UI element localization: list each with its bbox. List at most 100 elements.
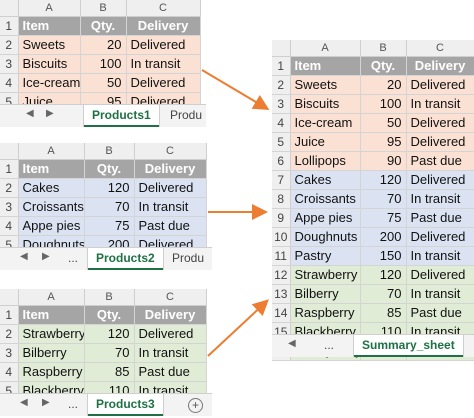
cell[interactable]: Delivered (134, 324, 207, 344)
column-header-b[interactable]: B (360, 40, 407, 57)
header-cell-qty[interactable]: Qty. (80, 16, 127, 36)
row-number[interactable]: 3 (0, 343, 19, 363)
cell[interactable]: 120 (84, 178, 135, 198)
cell[interactable]: 70 (84, 343, 135, 363)
row-number[interactable]: 3 (272, 94, 291, 114)
cell[interactable]: Cakes (290, 170, 361, 190)
cell[interactable]: 85 (360, 303, 407, 323)
cell[interactable]: Delivered (126, 73, 201, 93)
cell[interactable]: Past due (134, 216, 207, 236)
row-number[interactable]: 1 (0, 305, 19, 325)
cell[interactable]: 50 (80, 73, 127, 93)
more-tabs-ellipsis[interactable]: ... (68, 397, 79, 411)
scroll-left-icon[interactable]: ◀ (26, 108, 34, 119)
cell[interactable]: In transit (134, 197, 207, 217)
header-cell-item[interactable]: Item (18, 305, 85, 325)
cell[interactable]: In transit (406, 246, 474, 266)
header-cell-delivery[interactable]: Delivery (134, 305, 207, 325)
cell[interactable]: Cakes (18, 178, 85, 198)
cell[interactable]: Delivered (406, 113, 474, 133)
cell[interactable]: Sweets (290, 75, 361, 95)
row-number[interactable]: 4 (0, 216, 19, 236)
cell[interactable]: 90 (360, 151, 407, 171)
cell[interactable]: In transit (406, 284, 474, 304)
row-number[interactable]: 3 (0, 197, 19, 217)
cell[interactable]: Croissants (18, 197, 85, 217)
row-number[interactable]: 1 (272, 56, 291, 76)
cell[interactable]: 75 (360, 208, 407, 228)
scroll-right-icon[interactable]: ▶ (42, 397, 50, 408)
cell[interactable]: 120 (360, 265, 407, 285)
cell[interactable]: 70 (84, 197, 135, 217)
cell[interactable]: In transit (134, 343, 207, 363)
row-number[interactable]: 10 (272, 227, 291, 247)
cell[interactable]: Ice-cream (18, 73, 81, 93)
more-tabs-ellipsis[interactable]: ... (68, 251, 79, 265)
cell[interactable]: Raspberry (18, 362, 85, 382)
cell[interactable]: In transit (406, 94, 474, 114)
cell[interactable]: Delivered (406, 170, 474, 190)
tab-summary-sheet[interactable]: Summary_sheet (354, 335, 463, 357)
row-number[interactable]: 2 (272, 75, 291, 95)
select-all-corner[interactable] (272, 40, 291, 57)
cell[interactable]: Bilberry (18, 343, 85, 363)
row-number[interactable]: 6 (272, 151, 291, 171)
cell[interactable]: 120 (360, 170, 407, 190)
cell[interactable]: Ice-cream (290, 113, 361, 133)
cell[interactable]: Past due (134, 362, 207, 382)
header-cell-qty[interactable]: Qty. (84, 305, 135, 325)
column-header-c[interactable]: C (126, 0, 201, 17)
row-number[interactable]: 8 (272, 189, 291, 209)
cell[interactable]: 100 (360, 94, 407, 114)
cell[interactable]: Doughnuts (290, 227, 361, 247)
cell[interactable]: Biscuits (18, 54, 81, 74)
row-number[interactable]: 1 (0, 16, 19, 36)
cell[interactable]: Strawberry (290, 265, 361, 285)
scroll-left-icon[interactable]: ◀ (288, 338, 296, 349)
row-number[interactable]: 11 (272, 246, 291, 266)
cell[interactable]: Raspberry (290, 303, 361, 323)
column-header-b[interactable]: B (84, 289, 135, 306)
row-number[interactable]: 2 (0, 178, 19, 198)
row-number[interactable]: 4 (0, 362, 19, 382)
column-header-b[interactable]: B (80, 0, 127, 17)
cell[interactable]: Croissants (290, 189, 361, 209)
cell[interactable]: Past due (406, 303, 474, 323)
column-header-c[interactable]: C (134, 143, 207, 160)
cell[interactable]: Delivered (126, 35, 201, 55)
scroll-left-icon[interactable]: ◀ (20, 251, 28, 262)
header-cell-qty[interactable]: Qty. (360, 56, 407, 76)
column-header-a[interactable]: A (290, 40, 361, 57)
tab-products3[interactable]: Products3 (88, 394, 163, 416)
scroll-right-icon[interactable]: ▶ (46, 108, 54, 119)
row-number[interactable]: 2 (0, 324, 19, 344)
row-number[interactable]: 12 (272, 265, 291, 285)
select-all-corner[interactable] (0, 0, 19, 17)
cell[interactable]: Delivered (406, 265, 474, 285)
column-header-b[interactable]: B (84, 143, 135, 160)
header-cell-qty[interactable]: Qty. (84, 159, 135, 179)
tab-products1[interactable]: Products1 (84, 105, 159, 127)
cell[interactable]: 50 (360, 113, 407, 133)
cell[interactable]: 95 (360, 132, 407, 152)
cell[interactable]: Bilberry (290, 284, 361, 304)
cell[interactable]: Delivered (134, 178, 207, 198)
row-number[interactable]: 13 (272, 284, 291, 304)
cell[interactable]: 120 (84, 324, 135, 344)
cell[interactable]: Pastry (290, 246, 361, 266)
add-sheet-icon[interactable]: + (188, 398, 203, 413)
cell[interactable]: 70 (360, 189, 407, 209)
header-cell-item[interactable]: Item (18, 159, 85, 179)
cell[interactable]: In transit (126, 54, 201, 74)
tab-products2[interactable]: Products2 (88, 248, 163, 270)
column-header-a[interactable]: A (18, 143, 85, 160)
header-cell-item[interactable]: Item (18, 16, 81, 36)
more-tabs-ellipsis[interactable]: ... (324, 338, 335, 352)
cell[interactable]: Appe pies (290, 208, 361, 228)
cell[interactable]: Appe pies (18, 216, 85, 236)
cell[interactable]: 20 (360, 75, 407, 95)
row-number[interactable]: 14 (272, 303, 291, 323)
tab-products-next[interactable]: Produ (172, 251, 205, 265)
select-all-corner[interactable] (0, 289, 19, 306)
column-header-c[interactable]: C (134, 289, 207, 306)
